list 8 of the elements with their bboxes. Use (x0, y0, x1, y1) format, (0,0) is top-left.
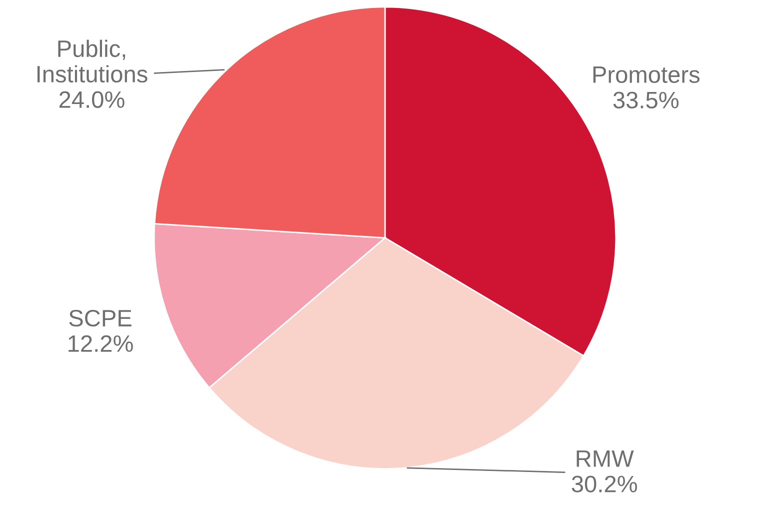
slice-label: Promoters (593, 66, 700, 84)
data-label: 33.5% (613, 92, 679, 108)
data-label: 24.0% (59, 91, 124, 108)
data-label: 30.2% (572, 476, 637, 492)
slice-label: Public, Institutions (37, 40, 148, 83)
slice-label: RMW (576, 450, 634, 467)
slice-label: SCPE (69, 310, 132, 327)
data-label: 12.2% (68, 335, 133, 352)
